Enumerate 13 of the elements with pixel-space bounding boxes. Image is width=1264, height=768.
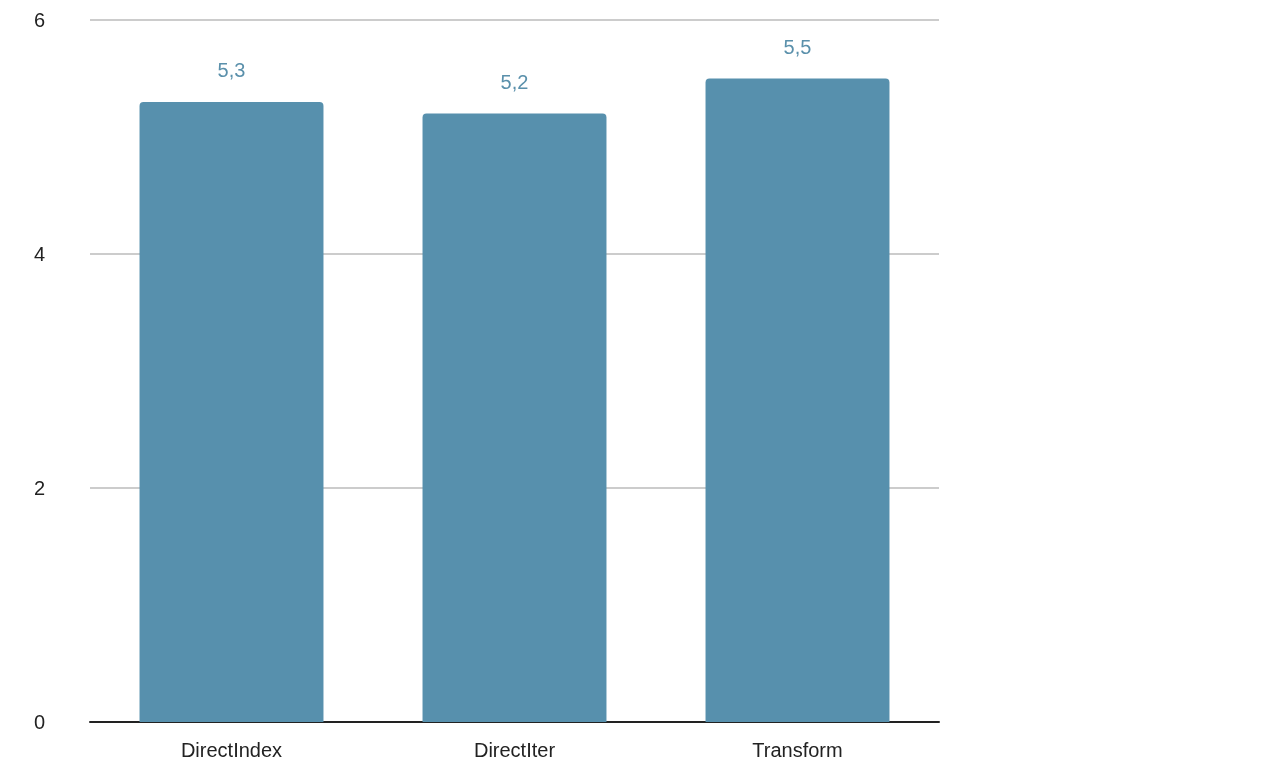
x-tick-label: DirectIter — [473, 739, 556, 761]
y-tick-label: 0 — [34, 711, 46, 733]
y-tick-label: 4 — [34, 243, 46, 265]
data-label: 5,2 — [500, 70, 529, 93]
data-label: 5,5 — [783, 35, 812, 58]
data-label: 5,3 — [217, 58, 246, 81]
bar — [705, 78, 890, 722]
y-tick-label: 2 — [34, 477, 46, 499]
bar — [422, 113, 607, 722]
bar — [139, 101, 324, 722]
x-tick-label: Transform — [752, 739, 843, 761]
x-tick-label: DirectIndex — [180, 739, 283, 761]
y-tick-label: 6 — [34, 9, 46, 31]
